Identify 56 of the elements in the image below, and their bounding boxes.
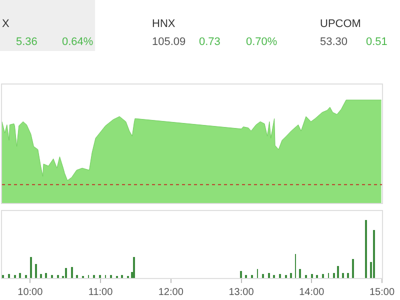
bar bbox=[65, 268, 67, 278]
bar bbox=[305, 274, 307, 278]
bar bbox=[365, 220, 367, 278]
bar bbox=[347, 272, 349, 278]
bar bbox=[373, 230, 375, 278]
x-tick-label: 13:00 bbox=[228, 287, 254, 298]
bar bbox=[40, 274, 42, 278]
bar bbox=[342, 272, 344, 278]
x-tick-label: 14:00 bbox=[299, 287, 325, 298]
bar bbox=[290, 272, 292, 278]
bar bbox=[110, 274, 112, 278]
bar bbox=[99, 274, 101, 278]
bar bbox=[14, 274, 16, 278]
text: 0.51 bbox=[366, 36, 388, 48]
text: 5.36 bbox=[16, 36, 38, 48]
text: 105.09 bbox=[152, 36, 186, 48]
bar bbox=[133, 256, 135, 278]
bar bbox=[262, 274, 264, 278]
bar bbox=[121, 274, 123, 278]
x-tick-label: 15:00 bbox=[369, 287, 395, 298]
text: 53.30 bbox=[320, 36, 348, 48]
bar bbox=[273, 274, 275, 278]
bar bbox=[45, 272, 47, 278]
text: X bbox=[2, 18, 10, 30]
bar bbox=[93, 274, 95, 278]
text: 0.64% bbox=[62, 36, 94, 48]
text: UPCOM bbox=[320, 18, 361, 30]
bar bbox=[76, 274, 78, 278]
bar bbox=[35, 264, 37, 278]
bar bbox=[8, 274, 10, 278]
x-tick-label: 10:00 bbox=[18, 287, 44, 298]
bar bbox=[285, 274, 287, 278]
bar bbox=[311, 274, 313, 278]
text: 0.70% bbox=[246, 36, 278, 48]
bar bbox=[71, 266, 73, 278]
text: 0.73 bbox=[199, 36, 220, 48]
bar bbox=[57, 274, 59, 278]
bar bbox=[251, 274, 253, 278]
bar bbox=[322, 274, 324, 278]
bar bbox=[240, 270, 242, 278]
bar bbox=[51, 274, 53, 278]
x-tick-label: 12:00 bbox=[158, 287, 184, 298]
bar bbox=[352, 258, 354, 278]
bar bbox=[316, 274, 318, 278]
bar bbox=[268, 272, 270, 278]
bar bbox=[25, 274, 27, 278]
bar bbox=[19, 272, 21, 278]
x-tick-label: 11:00 bbox=[88, 287, 114, 298]
bar bbox=[279, 274, 281, 278]
bar bbox=[30, 256, 32, 278]
bar bbox=[333, 272, 335, 278]
text: HNX bbox=[152, 18, 176, 30]
bar bbox=[299, 268, 301, 278]
bar bbox=[2, 274, 4, 278]
bar bbox=[337, 266, 339, 278]
bar bbox=[245, 274, 247, 278]
